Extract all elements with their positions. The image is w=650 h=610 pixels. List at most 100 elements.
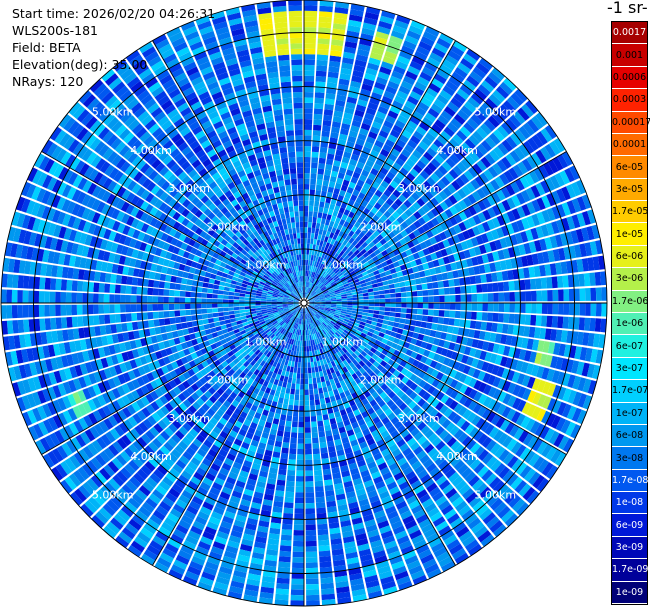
range-gate bbox=[342, 280, 349, 286]
range-gate bbox=[402, 406, 412, 415]
range-gate bbox=[491, 322, 498, 333]
range-gate bbox=[442, 239, 451, 248]
range-gate bbox=[342, 320, 349, 325]
range-gate bbox=[416, 314, 423, 321]
range-gate bbox=[318, 387, 324, 394]
range-gate bbox=[578, 317, 585, 331]
range-gate bbox=[490, 498, 503, 511]
range-gate bbox=[601, 303, 608, 317]
range-gate bbox=[295, 492, 304, 498]
range-gate bbox=[552, 156, 564, 171]
range-gate bbox=[357, 311, 363, 315]
range-gate bbox=[531, 115, 544, 130]
range-gate bbox=[462, 488, 475, 500]
range-gate bbox=[371, 333, 379, 340]
range-gate bbox=[403, 324, 410, 331]
range-gate bbox=[578, 273, 585, 287]
range-gate bbox=[340, 266, 346, 273]
range-gate bbox=[345, 290, 352, 294]
range-gate bbox=[374, 326, 382, 332]
range-gate bbox=[477, 200, 487, 211]
range-gate bbox=[447, 513, 460, 525]
range-gate bbox=[315, 496, 325, 503]
range-gate bbox=[467, 194, 477, 205]
range-gate bbox=[368, 292, 374, 296]
range-gate bbox=[266, 304, 272, 307]
range-gate bbox=[502, 452, 515, 465]
range-gate bbox=[388, 382, 397, 391]
range-gate bbox=[306, 281, 309, 288]
range-gate bbox=[454, 392, 464, 403]
range-gate bbox=[358, 303, 364, 306]
range-gate bbox=[412, 297, 418, 303]
range-gate bbox=[373, 291, 380, 296]
range-gate bbox=[291, 584, 304, 590]
range-gate bbox=[307, 276, 310, 282]
range-gate bbox=[339, 349, 345, 356]
range-gate bbox=[356, 179, 365, 187]
range-gate bbox=[71, 316, 78, 328]
range-gate bbox=[315, 81, 326, 88]
range-gate bbox=[403, 419, 413, 429]
range-gate bbox=[335, 308, 342, 311]
range-gate bbox=[370, 279, 377, 285]
range-gate bbox=[49, 291, 56, 303]
range-gate bbox=[457, 62, 471, 75]
range-gate bbox=[313, 295, 319, 299]
range-gate bbox=[425, 254, 433, 262]
range-gate bbox=[333, 188, 340, 195]
range-gate bbox=[584, 347, 593, 362]
range-gate bbox=[357, 133, 367, 141]
range-gate bbox=[528, 471, 541, 486]
range-gate bbox=[286, 382, 292, 389]
range-gate bbox=[308, 305, 314, 308]
range-gate bbox=[334, 205, 341, 212]
range-gate bbox=[457, 463, 469, 475]
range-gate bbox=[367, 172, 377, 181]
range-gate bbox=[389, 35, 403, 45]
range-gate bbox=[304, 232, 308, 239]
range-gate bbox=[483, 119, 496, 132]
range-gate bbox=[526, 201, 536, 215]
range-gate bbox=[312, 244, 316, 250]
range-gate bbox=[319, 0, 334, 7]
range-gate bbox=[325, 318, 331, 324]
range-gate bbox=[380, 148, 390, 158]
range-gate bbox=[500, 334, 508, 345]
range-gate bbox=[520, 361, 529, 374]
range-gate bbox=[444, 508, 457, 520]
range-gate bbox=[542, 341, 550, 353]
range-gate bbox=[423, 349, 431, 358]
range-gate bbox=[600, 271, 607, 286]
range-gate bbox=[482, 293, 488, 302]
range-gate bbox=[466, 48, 481, 61]
range-gate bbox=[400, 286, 407, 293]
range-gate bbox=[497, 505, 511, 519]
range-gate bbox=[427, 289, 434, 296]
range-gate bbox=[343, 254, 350, 261]
range-gate bbox=[410, 246, 418, 254]
range-gate bbox=[386, 399, 395, 408]
range-gate bbox=[338, 285, 345, 290]
range-gate bbox=[452, 270, 459, 279]
range-gate bbox=[378, 412, 387, 421]
range-gate bbox=[355, 235, 362, 243]
range-gate bbox=[44, 304, 50, 317]
range-gate bbox=[574, 288, 580, 301]
range-gate bbox=[427, 385, 436, 395]
range-gate bbox=[276, 577, 290, 584]
range-gate bbox=[312, 140, 320, 147]
range-gate bbox=[334, 154, 343, 162]
range-gate bbox=[319, 308, 325, 311]
range-gate bbox=[282, 442, 290, 449]
range-gate bbox=[326, 158, 334, 166]
range-gate bbox=[304, 183, 310, 190]
range-gate bbox=[486, 516, 500, 529]
range-gate bbox=[426, 57, 441, 68]
range-gate bbox=[600, 318, 607, 333]
range-gate bbox=[494, 354, 503, 366]
range-gate bbox=[496, 202, 506, 214]
range-gate bbox=[332, 317, 338, 322]
range-gate bbox=[307, 265, 310, 271]
range-gate bbox=[403, 433, 413, 443]
